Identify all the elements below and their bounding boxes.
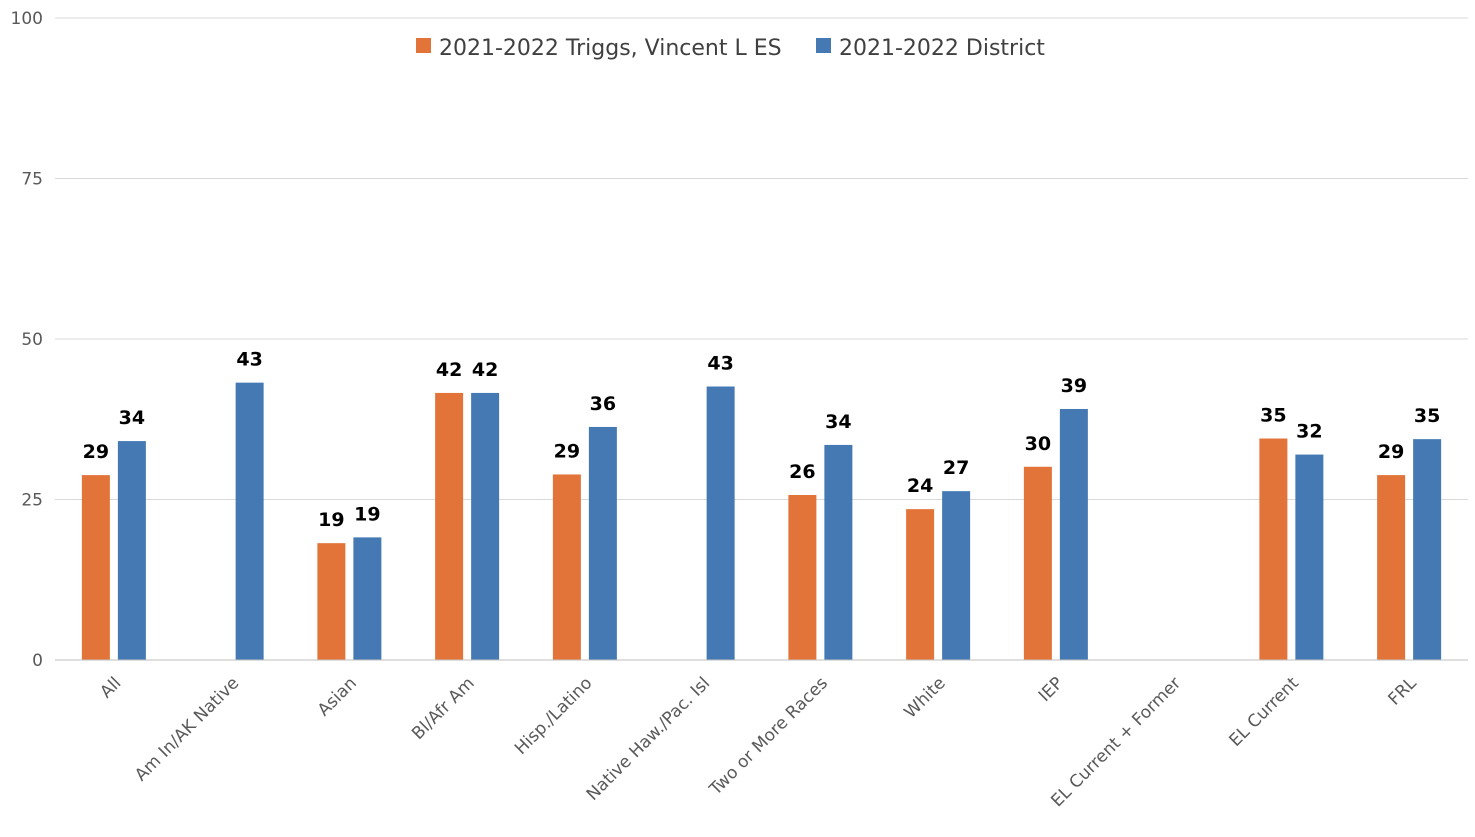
x-tick-label: Two or More Races [705,673,832,800]
data-label-school: 19 [318,509,344,531]
x-tick-label: Asian [314,673,361,720]
x-tick-label: EL Current + Former [1047,673,1185,811]
x-tick-label: Hisp./Latino [511,673,596,758]
bar-district [1295,454,1324,660]
bar-district [235,382,264,660]
y-tick-label: 0 [32,651,43,671]
data-label-district: 43 [707,353,733,375]
bar-school [81,475,110,660]
data-label-district: 34 [119,407,145,429]
bar-school [1259,438,1288,660]
y-axis-tick-labels: 0 25 50 75 100 [11,9,43,671]
bar-district [588,426,617,660]
bar-district [117,441,146,660]
y-tick-label: 100 [11,9,43,29]
data-label-district: 43 [236,349,262,371]
x-tick-label: All [96,673,125,702]
data-label-school: 30 [1025,433,1051,455]
bar-school [788,495,817,660]
bar-district [942,491,971,660]
x-tick-label: IEP [1035,673,1068,706]
data-label-school: 29 [554,440,580,462]
x-tick-label: EL Current [1226,673,1304,751]
data-label-district: 39 [1061,375,1087,397]
x-tick-label: Am In/AK Native [131,673,243,785]
legend-swatch-school [416,38,431,53]
bar-district [353,537,382,660]
y-tick-label: 25 [21,491,43,511]
bar-school [1023,466,1052,660]
x-tick-label: Bl/Afr Am [408,673,479,744]
y-tick-label: 50 [21,330,43,350]
data-label-district: 27 [943,457,969,479]
data-label-school: 29 [83,441,109,463]
bar-district [1413,439,1442,660]
x-axis: All Am In/AK Native Asian Bl/Afr Am Hisp./La… [55,659,1468,811]
data-label-school: 42 [436,359,462,381]
y-tick-label: 75 [21,170,43,190]
data-label-school: 26 [789,461,815,483]
bar-district [706,386,735,660]
x-tick-label: Native Haw./Pac. Isl [583,673,714,804]
x-tick-label: FRL [1385,673,1421,709]
bar-district [824,444,853,660]
bar-school [906,509,935,660]
data-labels: 29 34 43 19 19 42 42 29 36 43 26 34 24 27 30 39 35 32 29 35 [83,349,1441,532]
bar-district [1059,408,1088,660]
legend-label-school: 2021-2022 Triggs, Vincent L ES [439,36,782,61]
legend-label-district: 2021-2022 District [839,36,1045,61]
bars [81,382,1442,660]
data-label-district: 32 [1296,421,1322,443]
data-label-district: 35 [1414,405,1440,427]
data-label-school: 29 [1378,441,1404,463]
bar-school [552,474,581,660]
bar-school [317,543,346,660]
x-tick-label: White [901,673,950,722]
legend-swatch-district [816,38,831,53]
gridlines [55,17,1468,500]
data-label-district: 36 [590,393,616,415]
bar-school [1377,475,1406,660]
data-label-district: 34 [825,411,851,433]
bar-district [471,392,500,660]
data-label-school: 35 [1260,405,1286,427]
data-label-district: 19 [354,503,380,525]
legend: 2021-2022 Triggs, Vincent L ES 2021-2022… [416,36,1045,61]
data-label-school: 24 [907,475,933,497]
bar-school [435,392,464,660]
data-label-district: 42 [472,359,498,381]
